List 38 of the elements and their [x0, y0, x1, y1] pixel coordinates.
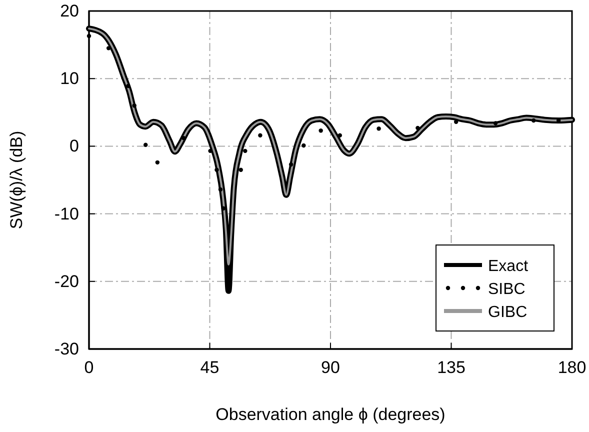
point	[86, 34, 92, 38]
y-tick-label: 20	[60, 1, 79, 20]
point	[214, 168, 219, 172]
y-tick-label: 0	[70, 136, 79, 156]
point	[302, 143, 306, 148]
x-axis-title: Observation angle ϕ (degrees)	[216, 405, 446, 424]
point	[454, 120, 458, 124]
y-axis-title: SW(ϕ)/λ (dB)	[7, 130, 26, 230]
legend-label: Exact	[488, 258, 529, 275]
point	[182, 136, 186, 140]
x-tick-label: 45	[200, 358, 220, 378]
x-tick-label: 180	[558, 358, 586, 378]
point	[288, 162, 294, 167]
point	[243, 148, 248, 154]
point	[144, 142, 148, 147]
y-tick-label: -10	[54, 204, 79, 224]
x-tick-label: 90	[321, 358, 340, 378]
legend-label: GIBC	[488, 304, 528, 321]
x-tick-label: 135	[437, 358, 466, 378]
point	[318, 128, 323, 133]
point	[338, 133, 342, 138]
point	[221, 206, 226, 210]
point	[493, 121, 498, 126]
point	[126, 84, 130, 88]
point	[238, 168, 243, 172]
x-tick-label: 0	[84, 358, 94, 378]
y-tick-label: -30	[54, 339, 79, 358]
point	[376, 126, 381, 131]
legend-label: SIBC	[488, 281, 526, 298]
point	[258, 133, 262, 138]
point	[132, 104, 136, 108]
point	[106, 46, 111, 50]
point	[218, 187, 223, 192]
y-tick-label: -20	[54, 272, 79, 291]
point	[532, 118, 536, 123]
point	[416, 126, 420, 130]
point	[155, 160, 160, 165]
y-tick-label: 10	[60, 69, 79, 88]
